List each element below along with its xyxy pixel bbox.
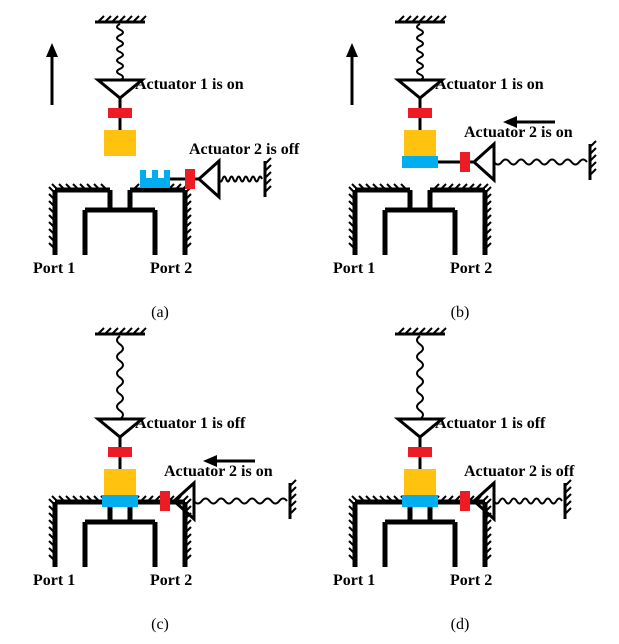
panel-caption: (d) — [451, 616, 470, 634]
panel-b: Actuator 1 is on Actuator 2 is on Port 1 Po… — [310, 10, 610, 322]
panel-d: Actuator 1 is off Actuator 2 is off Port 1… — [310, 322, 610, 634]
port1-label: Port 1 — [33, 572, 75, 590]
act2-label: Actuator 2 is on — [464, 124, 573, 142]
act1-label: Actuator 1 is off — [435, 415, 545, 433]
act2-label: Actuator 2 is off — [189, 141, 299, 159]
port2-label: Port 2 — [450, 260, 492, 278]
act1-label: Actuator 1 is on — [435, 76, 544, 94]
act1-label: Actuator 1 is on — [135, 76, 244, 94]
port2-label: Port 2 — [450, 572, 492, 590]
panel-caption: (a) — [151, 304, 169, 322]
panel-caption: (b) — [451, 304, 470, 322]
act1-label: Actuator 1 is off — [135, 415, 245, 433]
act2-label: Actuator 2 is on — [164, 463, 273, 481]
act2-label: Actuator 2 is off — [464, 463, 574, 481]
port1-label: Port 1 — [333, 260, 375, 278]
panel-c: Actuator 1 is off Actuator 2 is on Port 1 P… — [10, 322, 310, 634]
panel-a: Actuator 1 is on Actuator 2 is off Port 1 P… — [10, 10, 310, 322]
port1-label: Port 1 — [333, 572, 375, 590]
port2-label: Port 2 — [150, 260, 192, 278]
port2-label: Port 2 — [150, 572, 192, 590]
panel-caption: (c) — [151, 616, 169, 634]
port1-label: Port 1 — [33, 260, 75, 278]
